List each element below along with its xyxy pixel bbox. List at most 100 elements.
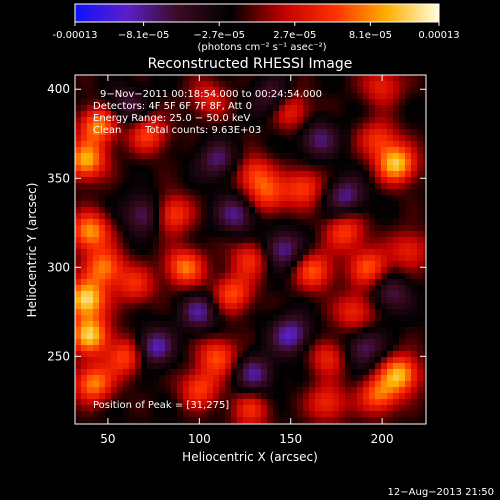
heatmap-cell — [261, 171, 268, 178]
heatmap-cell — [309, 333, 316, 340]
heatmap-cell — [81, 249, 88, 256]
heatmap-cell — [405, 369, 412, 376]
heatmap-cell — [243, 177, 250, 184]
heatmap-cell — [135, 417, 142, 424]
heatmap-cell — [135, 87, 142, 94]
heatmap-cell — [309, 297, 316, 304]
heatmap-cell — [303, 111, 310, 118]
heatmap-cell — [363, 243, 370, 250]
heatmap-cell — [231, 207, 238, 214]
heatmap-cell — [327, 99, 334, 106]
heatmap-cell — [189, 159, 196, 166]
heatmap-cell — [135, 321, 142, 328]
heatmap-cell — [141, 141, 148, 148]
heatmap-cell — [183, 399, 190, 406]
heatmap-cell — [357, 303, 364, 310]
heatmap-cell — [279, 387, 286, 394]
heatmap-cell — [219, 249, 226, 256]
heatmap-cell — [399, 279, 406, 286]
heatmap-cell — [357, 93, 364, 100]
heatmap-cell — [333, 417, 340, 424]
heatmap-cell — [381, 195, 388, 202]
heatmap-cell — [243, 297, 250, 304]
heatmap-cell — [315, 285, 322, 292]
heatmap-cell — [363, 207, 370, 214]
heatmap-cell — [291, 387, 298, 394]
heatmap-cell — [375, 381, 382, 388]
heatmap-cell — [303, 327, 310, 334]
heatmap-cell — [345, 171, 352, 178]
heatmap-cell — [147, 297, 154, 304]
heatmap-cell — [159, 93, 166, 100]
heatmap-cell — [291, 309, 298, 316]
heatmap-cell — [225, 309, 232, 316]
heatmap-cell — [345, 393, 352, 400]
heatmap-cell — [405, 267, 412, 274]
heatmap-cell — [195, 93, 202, 100]
heatmap-cell — [399, 321, 406, 328]
heatmap-cell — [165, 279, 172, 286]
heatmap-cell — [357, 309, 364, 316]
heatmap-cell — [285, 285, 292, 292]
heatmap-cell — [249, 117, 256, 124]
heatmap-cell — [195, 141, 202, 148]
heatmap-cell — [339, 357, 346, 364]
heatmap-cell — [315, 219, 322, 226]
heatmap-cell — [297, 327, 304, 334]
heatmap-cell — [303, 231, 310, 238]
heatmap-cell — [327, 333, 334, 340]
heatmap-cell — [339, 279, 346, 286]
heatmap-cell — [165, 369, 172, 376]
heatmap-cell — [333, 147, 340, 154]
heatmap-cell — [405, 225, 412, 232]
heatmap-cell — [165, 81, 172, 88]
heatmap-cell — [201, 261, 208, 268]
heatmap-cell — [393, 363, 400, 370]
heatmap-image — [75, 75, 426, 424]
heatmap-cell — [75, 141, 82, 148]
heatmap-cell — [327, 159, 334, 166]
heatmap-cell — [357, 237, 364, 244]
heatmap-cell — [417, 315, 424, 322]
heatmap-cell — [399, 381, 406, 388]
heatmap-cell — [207, 327, 214, 334]
heatmap-cell — [237, 243, 244, 250]
heatmap-cell — [105, 357, 112, 364]
heatmap-cell — [411, 189, 418, 196]
heatmap-cell — [159, 111, 166, 118]
heatmap-cell — [285, 201, 292, 208]
heatmap-cell — [339, 81, 346, 88]
heatmap-cell — [165, 333, 172, 340]
heatmap-cell — [381, 267, 388, 274]
heatmap-cell — [141, 165, 148, 172]
heatmap-cell — [387, 351, 394, 358]
heatmap-cell — [333, 249, 340, 256]
heatmap-cell — [357, 393, 364, 400]
heatmap-cell — [93, 279, 100, 286]
heatmap-cell — [423, 411, 426, 418]
heatmap-cell — [201, 321, 208, 328]
heatmap-cell — [123, 285, 130, 292]
heatmap-cell — [99, 273, 106, 280]
heatmap-cell — [327, 225, 334, 232]
heatmap-cell — [291, 267, 298, 274]
heatmap-cell — [147, 219, 154, 226]
heatmap-cell — [273, 189, 280, 196]
heatmap-cell — [279, 315, 286, 322]
heatmap-cell — [75, 417, 82, 424]
heatmap-cell — [411, 201, 418, 208]
heatmap-cell — [369, 285, 376, 292]
heatmap-cell — [285, 135, 292, 142]
heatmap-cell — [207, 339, 214, 346]
heatmap-cell — [123, 219, 130, 226]
heatmap-cell — [285, 333, 292, 340]
heatmap-cell — [405, 387, 412, 394]
heatmap-cell — [279, 261, 286, 268]
heatmap-cell — [255, 189, 262, 196]
heatmap-cell — [249, 225, 256, 232]
heatmap-cell — [333, 159, 340, 166]
heatmap-cell — [129, 153, 136, 160]
heatmap-cell — [177, 135, 184, 142]
heatmap-cell — [117, 81, 124, 88]
heatmap-cell — [255, 147, 262, 154]
